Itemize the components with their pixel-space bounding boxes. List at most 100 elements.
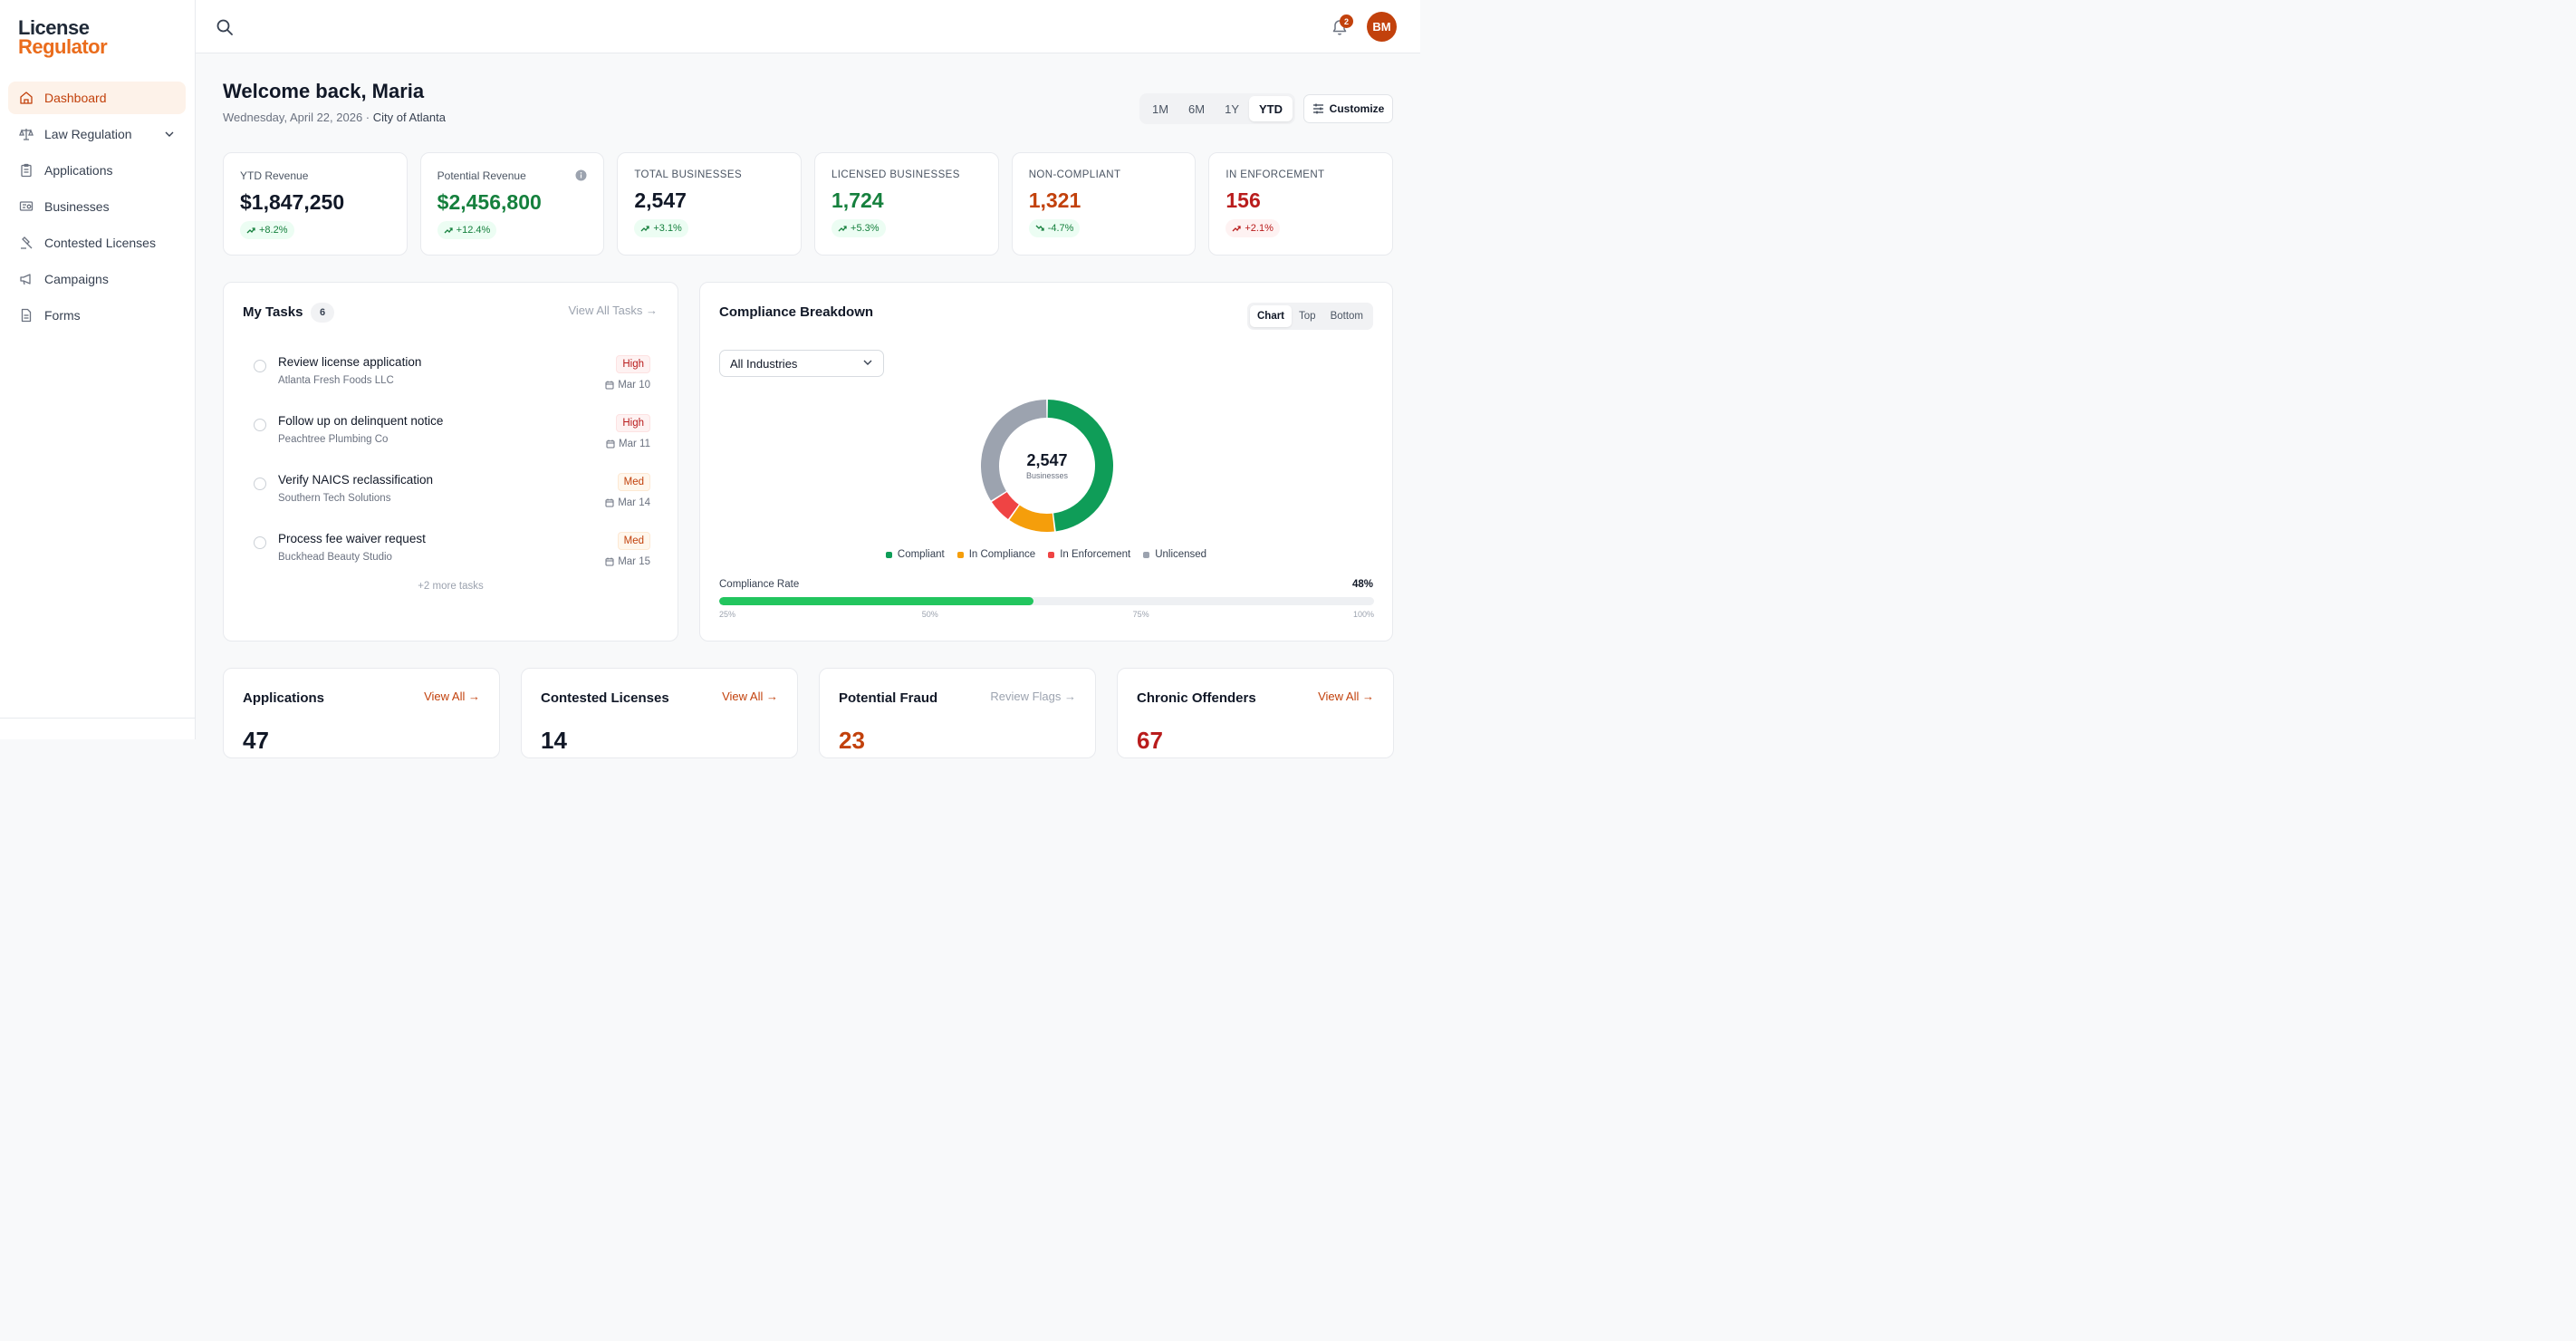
kpi-card-ytd-revenue[interactable]: YTD Revenue $1,847,250 +8.2% bbox=[223, 152, 408, 256]
sidebar-item-law-regulation[interactable]: Law Regulation bbox=[8, 118, 186, 150]
card-link[interactable]: View All → bbox=[1318, 690, 1374, 703]
donut-slice-in-enforcement[interactable] bbox=[991, 491, 1020, 519]
sidebar-item-label: Campaigns bbox=[44, 272, 109, 286]
sidebar-item-label: Law Regulation bbox=[44, 127, 132, 141]
task-due-date: Mar 14 bbox=[605, 497, 650, 508]
donut-slice-compliant[interactable] bbox=[1047, 400, 1113, 532]
legend-swatch bbox=[956, 551, 964, 558]
gavel-icon bbox=[21, 236, 33, 249]
task-date-text: Mar 10 bbox=[618, 380, 650, 391]
more-tasks-link[interactable]: +2 more tasks bbox=[418, 581, 484, 592]
kpi-value: $1,847,250 bbox=[240, 190, 345, 214]
card-link[interactable]: View All → bbox=[424, 690, 480, 703]
compliance-rate-fill bbox=[719, 597, 1034, 605]
home-icon bbox=[20, 92, 33, 104]
range-6m[interactable]: 6M bbox=[1188, 101, 1206, 116]
sidebar: License Regulator Dashboard Law Regulatio… bbox=[0, 0, 196, 739]
compliance-rate-bar bbox=[719, 597, 1374, 605]
task-checkbox[interactable] bbox=[254, 536, 266, 549]
kpi-card-non-compliant[interactable]: Non-Compliant 1,321 -4.7% bbox=[1011, 152, 1197, 256]
kpi-value: 1,321 bbox=[1028, 188, 1081, 212]
view-all-tasks-link[interactable]: View All Tasks → bbox=[568, 304, 658, 317]
tasks-count-badge: 6 bbox=[311, 303, 334, 323]
range-1y[interactable]: 1Y bbox=[1225, 101, 1239, 116]
range-ytd[interactable]: YTD bbox=[1249, 96, 1293, 121]
task-item[interactable]: Process fee waiver request Buckhead Beau… bbox=[243, 529, 659, 569]
sidebar-nav: Dashboard Law Regulation Applications Busin… bbox=[8, 82, 186, 335]
donut-svg bbox=[981, 400, 1113, 532]
card-title: Potential Fraud bbox=[839, 690, 938, 706]
compliance-rate-label: Compliance Rate bbox=[719, 579, 800, 590]
task-item[interactable]: Follow up on delinquent notice Peachtree… bbox=[243, 411, 659, 451]
sliders-icon bbox=[1312, 103, 1323, 114]
compliance-title: Compliance Breakdown bbox=[719, 304, 874, 320]
kpi-card-total-businesses[interactable]: Total Businesses 2,547 +3.1% bbox=[617, 152, 803, 256]
info-icon[interactable] bbox=[575, 169, 587, 181]
priority-badge: Med bbox=[617, 473, 650, 491]
chevron-down-icon[interactable] bbox=[164, 129, 175, 140]
task-checkbox[interactable] bbox=[254, 419, 266, 431]
sidebar-item-label: Businesses bbox=[44, 199, 110, 214]
kpi-label: YTD Revenue bbox=[240, 169, 309, 182]
topbar: 2 BM bbox=[196, 0, 1420, 53]
card-chronic-offenders: Chronic Offenders View All → 67 bbox=[1117, 668, 1394, 758]
industry-select[interactable]: All Industries bbox=[719, 350, 884, 377]
sidebar-item-campaigns[interactable]: Campaigns bbox=[8, 263, 186, 295]
chevron-down-icon bbox=[863, 360, 872, 365]
customize-button[interactable]: Customize bbox=[1303, 94, 1393, 123]
task-checkbox[interactable] bbox=[254, 360, 266, 372]
kpi-card-licensed-businesses[interactable]: Licensed Businesses 1,724 +5.3% bbox=[814, 152, 999, 256]
donut-slice-unlicensed[interactable] bbox=[981, 400, 1047, 501]
kpi-card-potential-revenue[interactable]: Potential Revenue $2,456,800 +12.4% bbox=[419, 152, 605, 256]
compliance-rate-value: 48% bbox=[1351, 579, 1373, 590]
trend-up-icon bbox=[246, 227, 255, 234]
tab-chart[interactable]: Chart bbox=[1249, 305, 1293, 327]
avatar[interactable]: BM bbox=[1367, 12, 1397, 42]
date-location: Wednesday, April 22, 2026 · City of Atla… bbox=[223, 111, 446, 124]
task-date-text: Mar 11 bbox=[619, 439, 650, 449]
sidebar-item-dashboard[interactable]: Dashboard bbox=[8, 82, 186, 114]
card-link[interactable]: View All → bbox=[722, 690, 778, 703]
priority-badge: Med bbox=[617, 532, 650, 550]
card-link[interactable]: Review Flags → bbox=[990, 690, 1076, 703]
rate-tick-label: 25% bbox=[719, 610, 736, 619]
trend-up-icon bbox=[838, 226, 847, 232]
sidebar-item-label: Contested Licenses bbox=[44, 236, 156, 250]
card-count: 14 bbox=[541, 727, 567, 754]
sidebar-item-contested-licenses[interactable]: Contested Licenses bbox=[8, 227, 186, 259]
kpi-change-badge: +8.2% bbox=[240, 221, 294, 239]
priority-badge: High bbox=[616, 414, 650, 432]
task-item[interactable]: Verify NAICS reclassification Southern T… bbox=[243, 470, 659, 510]
legend-label: Compliant bbox=[897, 549, 945, 560]
sidebar-item-forms[interactable]: Forms bbox=[8, 299, 186, 332]
task-date-text: Mar 14 bbox=[618, 497, 650, 508]
task-business: Buckhead Beauty Studio bbox=[278, 552, 392, 563]
kpi-label: Total Businesses bbox=[634, 169, 743, 180]
donut-slice-in-compliance[interactable] bbox=[1009, 505, 1054, 532]
card-count: 23 bbox=[839, 727, 865, 754]
sidebar-item-applications[interactable]: Applications bbox=[8, 154, 186, 187]
kpi-value: $2,456,800 bbox=[437, 190, 542, 214]
sidebar-footer bbox=[0, 718, 195, 739]
tab-bottom[interactable]: Bottom bbox=[1330, 311, 1363, 322]
kpi-change: +8.2% bbox=[259, 225, 288, 236]
compliance-view-tabs: Chart Top Bottom bbox=[1246, 303, 1373, 330]
search-icon[interactable] bbox=[216, 18, 234, 36]
kpi-label: Licensed Businesses bbox=[831, 169, 960, 180]
logo[interactable]: License Regulator bbox=[18, 18, 108, 57]
kpi-card-in-enforcement[interactable]: In Enforcement 156 +2.1% bbox=[1208, 152, 1394, 256]
calendar-icon bbox=[605, 557, 614, 566]
tab-top[interactable]: Top bbox=[1299, 311, 1316, 322]
kpi-change: +3.1% bbox=[653, 223, 682, 234]
task-due-date: Mar 11 bbox=[606, 439, 650, 449]
task-item[interactable]: Review license application Atlanta Fresh… bbox=[243, 352, 659, 392]
city-name: City of Atlanta bbox=[372, 111, 446, 124]
sidebar-item-businesses[interactable]: Businesses bbox=[8, 190, 186, 223]
compliance-donut-chart: 2,547 Businesses bbox=[979, 398, 1115, 534]
time-range-selector: 1M 6M 1Y YTD bbox=[1139, 93, 1295, 124]
sidebar-item-label: Applications bbox=[44, 163, 113, 178]
range-1m[interactable]: 1M bbox=[1151, 101, 1169, 116]
rate-tick-label: 75% bbox=[1132, 610, 1149, 619]
task-checkbox[interactable] bbox=[254, 478, 266, 490]
compliance-breakdown-panel: Compliance Breakdown Chart Top Bottom All … bbox=[699, 282, 1393, 642]
